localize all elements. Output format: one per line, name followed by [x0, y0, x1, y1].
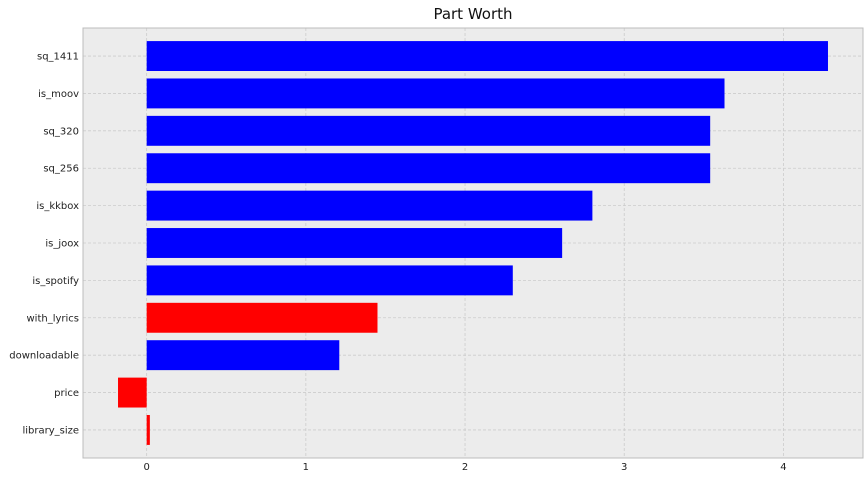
- y-tick-label: price: [54, 388, 79, 399]
- bar-sq-320: [146, 115, 711, 146]
- y-tick-label: is_joox: [45, 239, 79, 250]
- y-tick-label: sq_1411: [37, 52, 79, 63]
- x-axis-tick-labels: 0 1 2 3 4: [143, 462, 786, 473]
- y-tick-label: is_kkbox: [36, 201, 79, 212]
- x-tick-label: 2: [462, 462, 468, 473]
- bar-is-spotify: [146, 265, 513, 296]
- y-tick-label: is_spotify: [32, 276, 79, 287]
- bar-with-lyrics: [146, 302, 378, 333]
- chart-title: Part Worth: [433, 5, 512, 23]
- y-axis-tick-labels: sq_1411 is_moov sq_320 sq_256 is_kkbox is_joo…: [9, 52, 79, 437]
- bar-is-moov: [146, 78, 725, 109]
- bar-sq-1411: [146, 41, 828, 71]
- y-tick-label: sq_320: [43, 126, 79, 137]
- x-tick-label: 4: [780, 462, 786, 473]
- y-tick-label: with_lyrics: [26, 313, 79, 324]
- x-tick-label: 0: [143, 462, 149, 473]
- bar-is-kkbox: [146, 190, 593, 221]
- y-tick-label: downloadable: [9, 351, 79, 362]
- bar-downloadable: [146, 340, 340, 371]
- bars: [118, 41, 828, 445]
- x-tick-label: 1: [303, 462, 309, 473]
- y-tick-label: library_size: [22, 425, 79, 436]
- plot-frame: [82, 27, 864, 459]
- y-tick-label: sq_256: [43, 164, 79, 175]
- y-tick-label: is_moov: [38, 89, 79, 100]
- bar-sq-256: [146, 153, 711, 184]
- bar-library-size: [146, 415, 150, 445]
- bar-price: [118, 377, 147, 408]
- x-tick-label: 3: [621, 462, 627, 473]
- bar-is-joox: [146, 228, 563, 258]
